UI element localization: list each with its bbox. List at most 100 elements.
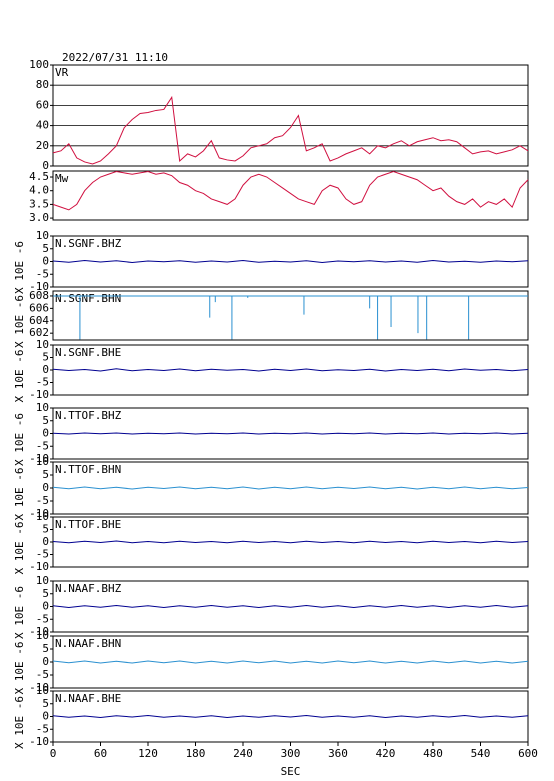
y-tick-label: -10 xyxy=(29,681,49,694)
y-tick-label: 0 xyxy=(42,159,49,172)
y-tick-label: -10 xyxy=(29,625,49,638)
trace-line xyxy=(52,95,529,165)
y-axis-label: X 10E -6 xyxy=(13,295,26,348)
trace-line xyxy=(52,604,529,609)
series-label: N.NAAF.BHZ xyxy=(55,582,122,595)
series-label: N.SGNF.BHE xyxy=(55,346,121,359)
y-tick-label: 3.0 xyxy=(29,211,49,224)
series-label: N.SGNF.BHZ xyxy=(55,237,122,250)
series-label: N.TTOF.BHE xyxy=(55,518,121,531)
y-tick-label: 0 xyxy=(42,427,49,440)
trace-line xyxy=(52,368,529,372)
y-tick-label: 602 xyxy=(29,326,49,339)
x-tick-label: 540 xyxy=(471,747,491,760)
y-tick-label: 4.0 xyxy=(29,184,49,197)
series-label: N.TTOF.BHN xyxy=(55,463,121,476)
x-tick-label: 480 xyxy=(423,747,443,760)
y-tick-label: 608 xyxy=(29,289,49,302)
y-tick-label: 604 xyxy=(29,314,49,327)
y-tick-label: 20 xyxy=(36,139,49,152)
x-tick-label: 180 xyxy=(186,747,206,760)
y-axis-label: X 10E -6 xyxy=(13,696,26,749)
y-tick-label: 100 xyxy=(29,58,49,71)
y-tick-label: 5 xyxy=(42,697,49,710)
y-tick-label: -10 xyxy=(29,280,49,293)
x-tick-label: 60 xyxy=(94,747,107,760)
series-label: N.NAAF.BHN xyxy=(55,637,121,650)
x-tick-label: 240 xyxy=(233,747,253,760)
y-tick-label: 10 xyxy=(36,510,49,523)
y-tick-label: -10 xyxy=(29,560,49,573)
y-tick-label: 10 xyxy=(36,629,49,642)
trace-line xyxy=(52,714,529,719)
trace-line xyxy=(52,540,529,544)
y-tick-label: 0 xyxy=(42,481,49,494)
panel-frame xyxy=(52,290,529,341)
y-tick-label: -5 xyxy=(36,548,49,561)
y-tick-label: 0 xyxy=(42,710,49,723)
y-tick-label: 0 xyxy=(42,363,49,376)
panel-frame xyxy=(52,170,529,221)
trace-line xyxy=(52,259,529,264)
y-axis-label: X 10E -6 xyxy=(13,468,26,521)
y-tick-label: 5 xyxy=(42,351,49,364)
y-tick-label: -10 xyxy=(29,735,49,748)
y-axis-label: X 10E -6 xyxy=(13,350,26,403)
series-label: N.NAAF.BHE xyxy=(55,692,121,705)
y-tick-label: 606 xyxy=(29,301,49,314)
y-axis-label: X 10E -6 xyxy=(13,241,26,294)
y-tick-label: 3.5 xyxy=(29,197,49,210)
y-axis-label: X 10E -6 xyxy=(13,586,26,639)
x-tick-label: 300 xyxy=(281,747,301,760)
y-tick-label: -5 xyxy=(36,612,49,625)
y-tick-label: 5 xyxy=(42,414,49,427)
chart-title: 2022/07/31 11:10 xyxy=(62,51,168,64)
y-tick-label: 5 xyxy=(42,523,49,536)
y-tick-label: 5 xyxy=(42,468,49,481)
y-tick-label: -5 xyxy=(36,439,49,452)
trace-line xyxy=(52,486,529,490)
y-tick-label: 10 xyxy=(36,401,49,414)
x-tick-label: 420 xyxy=(376,747,396,760)
series-label: N.SGNF.BHN xyxy=(55,292,121,305)
series-label: Mw xyxy=(55,172,69,185)
y-axis-label: X 10E -6 xyxy=(13,413,26,466)
y-tick-label: 10 xyxy=(36,338,49,351)
x-tick-label: 600 xyxy=(518,747,538,760)
trace-line xyxy=(52,171,529,211)
y-tick-label: 0 xyxy=(42,600,49,613)
y-tick-label: -10 xyxy=(29,388,49,401)
series-label: VR xyxy=(55,66,69,79)
y-tick-label: 80 xyxy=(36,78,49,91)
y-tick-label: 5 xyxy=(42,587,49,600)
y-tick-label: 40 xyxy=(36,119,49,132)
x-tick-label: 360 xyxy=(328,747,348,760)
trace-line xyxy=(52,432,529,435)
x-tick-label: 120 xyxy=(138,747,158,760)
trace-line xyxy=(52,660,529,664)
y-tick-label: 60 xyxy=(36,98,49,111)
y-tick-label: 10 xyxy=(36,229,49,242)
y-tick-label: 4.5 xyxy=(29,170,49,183)
y-tick-label: 10 xyxy=(36,684,49,697)
y-tick-label: -5 xyxy=(36,722,49,735)
y-tick-label: 0 xyxy=(42,655,49,668)
y-tick-label: 5 xyxy=(42,642,49,655)
y-tick-label: 0 xyxy=(42,255,49,268)
y-axis-label: X 10E -6 xyxy=(13,642,26,695)
x-axis-label: SEC xyxy=(281,765,301,778)
y-tick-label: -5 xyxy=(36,668,49,681)
series-label: N.TTOF.BHZ xyxy=(55,409,122,422)
y-axis-label: X 10E -6 xyxy=(13,522,26,575)
y-tick-label: 5 xyxy=(42,242,49,255)
y-tick-label: -5 xyxy=(36,494,49,507)
y-tick-label: -5 xyxy=(36,267,49,280)
y-tick-label: 10 xyxy=(36,574,49,587)
y-tick-label: 0 xyxy=(42,535,49,548)
y-tick-label: -10 xyxy=(29,452,49,465)
trace-line xyxy=(53,295,528,340)
y-tick-label: -10 xyxy=(29,507,49,520)
y-tick-label: -5 xyxy=(36,376,49,389)
